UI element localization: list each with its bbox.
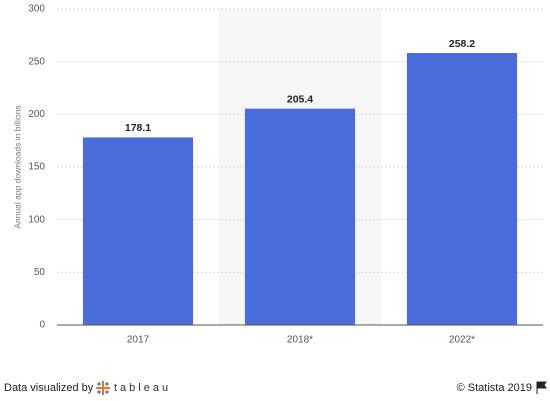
- bar: [406, 53, 518, 326]
- flag-icon: [536, 381, 547, 394]
- y-tick-label: 200: [28, 109, 45, 120]
- y-tick-label: 50: [34, 267, 46, 278]
- brand: tableau: [114, 382, 171, 394]
- x-tick-label: 2018*: [287, 335, 313, 346]
- bar: [244, 108, 356, 326]
- y-tick-label: 250: [28, 56, 45, 67]
- y-tick-label: 0: [39, 320, 45, 331]
- credit: Data visualized by: [4, 382, 94, 394]
- tableau-logo: [96, 381, 110, 395]
- y-axis-label: Annual app downloads in billions: [12, 105, 22, 228]
- value-label: 258.2: [449, 38, 475, 50]
- source: © Statista 2019: [457, 382, 532, 394]
- x-tick-label: 2017: [127, 335, 150, 346]
- value-label: 205.4: [287, 93, 313, 105]
- value-label: 178.1: [125, 122, 151, 134]
- y-tick-label: 300: [28, 4, 45, 15]
- x-tick-label: 2022*: [449, 335, 475, 346]
- y-tick-label: 150: [28, 162, 45, 173]
- y-tick-label: 100: [28, 214, 45, 225]
- bar: [82, 137, 194, 325]
